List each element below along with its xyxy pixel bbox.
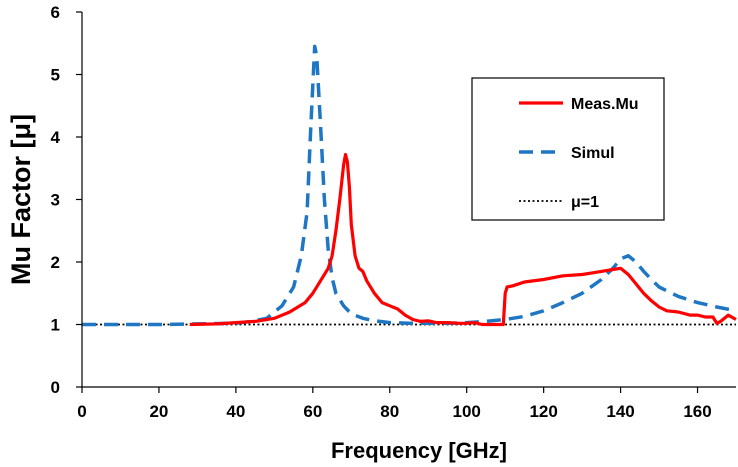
x-tick-label: 40 <box>226 402 245 421</box>
y-tick-label: 1 <box>51 316 60 335</box>
plot-area <box>82 44 737 327</box>
legend-label: μ=1 <box>571 194 599 211</box>
x-tick-label: 60 <box>303 402 322 421</box>
y-tick-label: 2 <box>51 253 60 272</box>
legend-label: Meas.Mu <box>571 96 639 113</box>
x-tick-label: 80 <box>380 402 399 421</box>
x-tick-label: 120 <box>529 402 557 421</box>
x-tick-label: 100 <box>453 402 481 421</box>
y-tick-label: 6 <box>51 3 60 22</box>
x-tick-label: 0 <box>77 402 86 421</box>
y-axis-ticks: 0 1 2 3 4 5 6 <box>51 3 82 397</box>
x-axis-ticks: 0 20 40 60 80 100 120 140 160 <box>77 387 712 421</box>
legend-items: Meas.Mu Simul μ=1 <box>519 96 639 211</box>
y-tick-label: 5 <box>51 66 60 85</box>
series-line-simul <box>82 44 737 327</box>
legend-label: Simul <box>571 145 615 162</box>
series-line-meas-mu <box>189 152 737 327</box>
x-axis-title: Frequency [GHz] <box>331 438 507 463</box>
y-tick-label: 3 <box>51 191 60 210</box>
x-tick-label: 140 <box>606 402 634 421</box>
series-layer <box>82 44 737 327</box>
legend-box <box>471 77 665 221</box>
x-tick-label: 20 <box>149 402 168 421</box>
y-tick-label: 4 <box>51 128 61 147</box>
y-axis-title: Mu Factor [μ] <box>6 114 36 285</box>
legend: Meas.Mu Simul μ=1 <box>471 77 665 221</box>
y-tick-label: 0 <box>51 378 60 397</box>
x-tick-label: 160 <box>683 402 711 421</box>
